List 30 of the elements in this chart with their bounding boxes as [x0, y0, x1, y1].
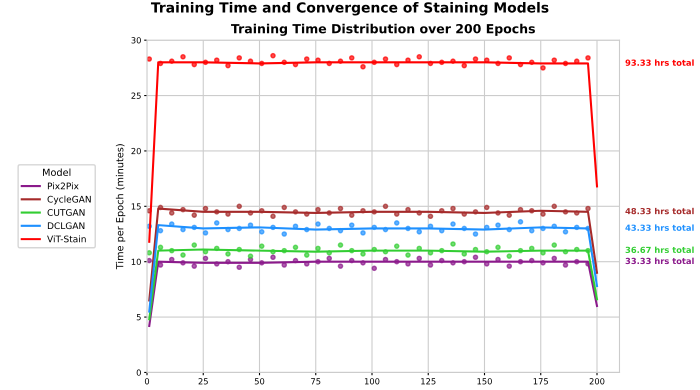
y-tick-label: 5 [136, 314, 141, 320]
text: 43.33 hrs total [625, 224, 694, 231]
y-axis-title: Time per Epoch (minutes) [116, 144, 126, 270]
x-tick-label: 75 [311, 378, 320, 384]
legend-label: CUTGAN [48, 209, 84, 216]
x-tick-label: 50 [254, 378, 264, 384]
chart-subtitle: Training Time Distribution over 200 Epochs [231, 24, 535, 36]
legend-label: DCLGAN [48, 222, 84, 230]
chart-title: Training Time and Convergence of Staining Models [150, 2, 548, 16]
legend-label: Pix2Pix [48, 182, 79, 190]
x-tick-label: 0 [144, 378, 150, 384]
legend-label: CycleGAN [48, 196, 91, 204]
text: 93.33 hrs total [625, 59, 694, 66]
x-tick-label: 175 [534, 378, 548, 384]
x-tick-label: 150 [477, 378, 492, 384]
x-tick-label: 200 [590, 378, 604, 384]
y-tick-label: 20 [131, 148, 141, 154]
x-tick-label: 100 [364, 378, 380, 384]
x-tick-label: 25 [198, 378, 208, 384]
legend-title: Model [43, 168, 70, 176]
text: 36.67 hrs total [626, 246, 694, 254]
y-tick-label: 0 [136, 369, 141, 376]
y-tick-label: 30 [131, 37, 141, 44]
text: 33.33 hrs total [626, 258, 694, 264]
x-tick-label: 125 [421, 378, 436, 384]
y-tick-label: 10 [132, 258, 141, 265]
y-tick-label: 25 [131, 92, 141, 99]
text: 48.33 hrs total [625, 208, 694, 214]
y-tick-label: 15 [132, 203, 141, 210]
legend-label: ViT-Stain [47, 235, 86, 242]
